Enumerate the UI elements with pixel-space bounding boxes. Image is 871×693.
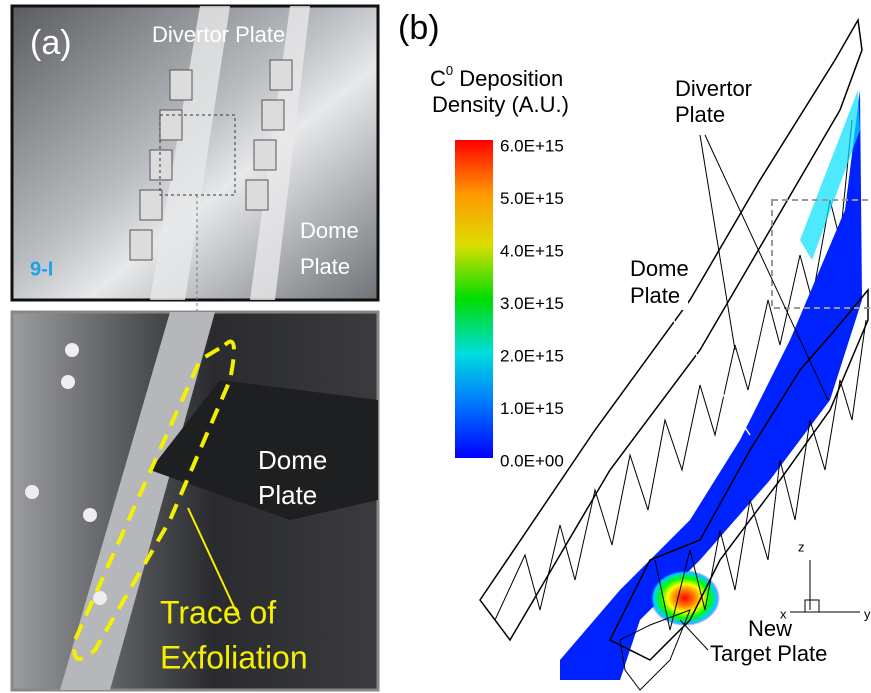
panel-label: (a)	[30, 24, 72, 62]
divertor-label: Plate	[675, 102, 725, 127]
colorbar-tick-label: 4.0E+15	[500, 241, 564, 260]
title-part: C	[430, 66, 446, 91]
divertor-label: Divertor	[675, 76, 752, 101]
axis-label: x	[780, 606, 787, 621]
colorbar-tick-label: 5.0E+15	[500, 189, 564, 208]
dome-label: Dome	[630, 256, 689, 281]
panel-label: (b)	[398, 9, 440, 47]
trace-label: Trace of	[160, 594, 276, 630]
photo-code: 9-I	[30, 258, 53, 280]
dome-label: Plate	[258, 480, 317, 510]
colorbar-tick-label: 2.0E+15	[500, 346, 564, 365]
title-part: 0	[446, 63, 453, 78]
target-label: Target Plate	[710, 641, 827, 666]
colorbar-title: Density (A.U.)	[432, 92, 569, 117]
axis-label: z	[798, 539, 805, 554]
colorbar-tick-label: 1.0E+15	[500, 399, 564, 418]
dome-label: Dome	[258, 445, 327, 475]
divertor-label: Divertor Plate	[152, 22, 285, 47]
colorbar-title: C0 Deposition	[430, 63, 563, 90]
axis-label: y	[864, 606, 871, 621]
axes-icon	[790, 560, 860, 612]
figure: (a) Divertor Plate Dome Plate 9-I Dome P…	[0, 0, 871, 693]
hot-spot	[650, 570, 720, 626]
dome-label: Plate	[300, 254, 350, 279]
trace-label: Exfoliation	[160, 639, 308, 675]
colorbar-tick-label: 6.0E+15	[500, 136, 564, 155]
dome-label: Plate	[630, 283, 680, 308]
colorbar	[455, 140, 493, 458]
panel-b: (b) C0 Deposition Density (A.U.) 6.0E+15…	[398, 9, 871, 690]
dome-label: Dome	[300, 218, 359, 243]
title-part: Deposition	[453, 66, 563, 91]
colorbar-tick-label: 0.0E+00	[500, 451, 564, 470]
bottom-photo: Dome Plate Trace of Exfoliation	[12, 312, 378, 690]
colorbar-tick-label: 3.0E+15	[500, 294, 564, 313]
top-photo: (a) Divertor Plate Dome Plate 9-I	[12, 6, 378, 300]
